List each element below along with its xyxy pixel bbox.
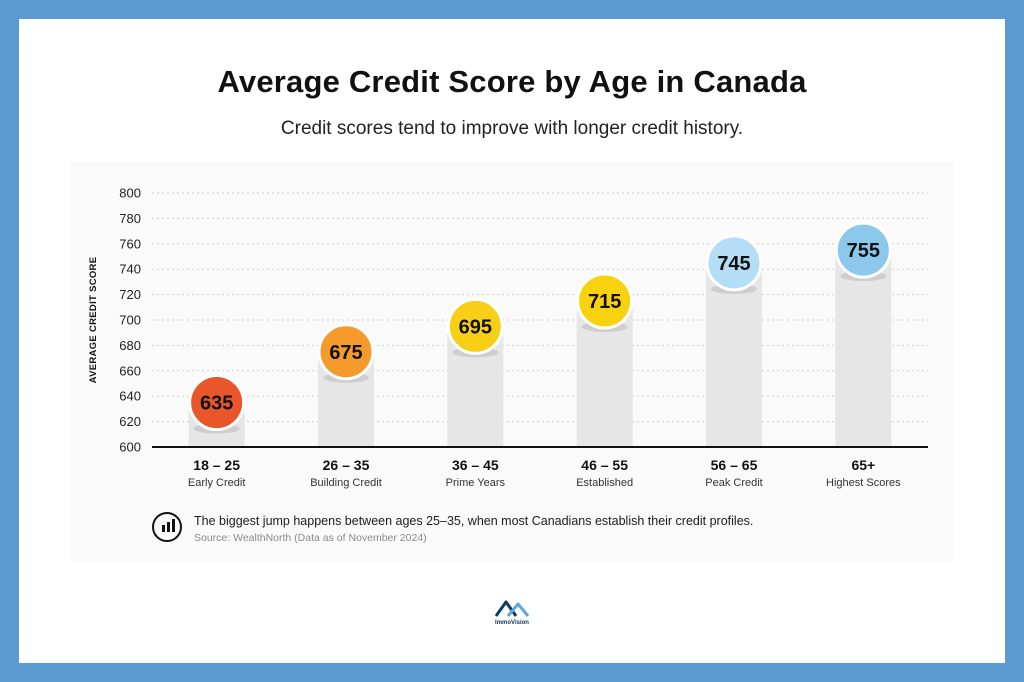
note-source: Source: WealthNorth (Data as of November… bbox=[194, 532, 427, 544]
note-text: The biggest jump happens between ages 25… bbox=[194, 514, 754, 528]
bar-badge bbox=[576, 272, 634, 330]
data-label: 675 bbox=[329, 342, 362, 364]
y-tick-label: 720 bbox=[119, 287, 141, 302]
y-tick-label: 700 bbox=[119, 313, 141, 328]
bar bbox=[706, 262, 762, 447]
page-subtitle: Credit scores tend to improve with longe… bbox=[280, 118, 744, 139]
bar-badge bbox=[446, 297, 504, 355]
x-tick-label: 56 – 65 bbox=[711, 457, 758, 473]
data-label: 695 bbox=[459, 316, 492, 338]
x-tick-sublabel: Early Credit bbox=[188, 477, 245, 489]
data-label: 715 bbox=[588, 291, 621, 313]
y-tick-label: 780 bbox=[119, 211, 141, 226]
mountain-logo-icon bbox=[494, 600, 530, 617]
x-tick-label: 36 – 45 bbox=[452, 457, 499, 473]
y-tick-label: 640 bbox=[119, 389, 141, 404]
x-tick-sublabel: Established bbox=[576, 477, 633, 489]
bar bbox=[835, 250, 892, 447]
x-tick-label: 46 – 55 bbox=[581, 457, 628, 473]
y-axis-label: AVERAGE CREDIT SCORE bbox=[88, 257, 99, 384]
x-tick-label: 65+ bbox=[851, 457, 875, 473]
x-tick-sublabel: Peak Credit bbox=[705, 477, 762, 489]
chart-panel bbox=[70, 162, 954, 562]
x-tick-sublabel: Building Credit bbox=[310, 477, 382, 489]
data-label: 755 bbox=[847, 240, 880, 262]
bar-chart-icon bbox=[152, 512, 182, 542]
x-tick-label: 18 – 25 bbox=[193, 457, 240, 473]
x-tick-label: 26 – 35 bbox=[323, 457, 370, 473]
y-tick-label: 600 bbox=[119, 440, 141, 455]
page-title: Average Credit Score by Age in Canada bbox=[217, 64, 807, 99]
y-tick-label: 620 bbox=[119, 414, 141, 429]
y-tick-label: 680 bbox=[119, 338, 141, 353]
y-tick-label: 660 bbox=[119, 363, 141, 378]
data-label: 635 bbox=[200, 393, 233, 415]
logo-text: ImmoVision bbox=[495, 620, 529, 626]
bar-badge bbox=[834, 221, 892, 279]
y-tick-label: 760 bbox=[119, 236, 141, 251]
bar-badge bbox=[188, 374, 246, 432]
brand-logo: ImmoVision bbox=[482, 596, 542, 632]
bar-badge bbox=[317, 323, 375, 381]
y-tick-label: 800 bbox=[119, 186, 141, 201]
x-tick-sublabel: Prime Years bbox=[446, 477, 506, 489]
bar-badge bbox=[705, 234, 763, 292]
x-tick-sublabel: Highest Scores bbox=[826, 477, 901, 489]
y-tick-label: 740 bbox=[119, 262, 141, 277]
data-label: 745 bbox=[717, 253, 750, 275]
